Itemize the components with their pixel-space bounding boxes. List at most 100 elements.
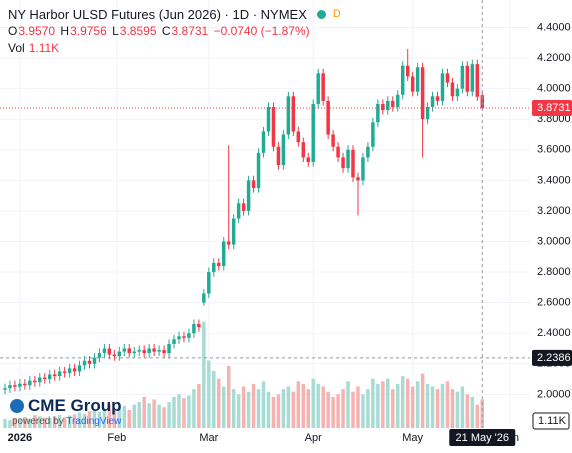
volume-bar	[341, 389, 345, 428]
low-value: 3.8595	[119, 24, 157, 38]
powered-by: powered by TradingView	[12, 416, 122, 427]
volume-bar	[301, 383, 306, 428]
candle-body	[187, 333, 191, 338]
volume-bar	[356, 386, 360, 428]
candle-body	[87, 360, 92, 364]
volume-bar	[336, 394, 340, 428]
x-tick-label: 2026	[8, 432, 32, 444]
volume-bar	[33, 415, 37, 428]
high-value: 3.9756	[70, 24, 107, 38]
candle-body	[405, 65, 410, 77]
y-tick-label: 3.2000	[537, 205, 571, 217]
candle-body	[202, 293, 206, 303]
last-price-box	[532, 100, 572, 117]
volume-bar	[420, 373, 425, 428]
candle-body	[77, 365, 82, 372]
y-tick-label: 4.4000	[537, 21, 571, 33]
volume-bar	[177, 394, 181, 428]
candle-body	[470, 64, 475, 92]
candle-body	[381, 103, 385, 111]
volume-bar	[241, 386, 246, 428]
candle-body	[57, 371, 62, 377]
candle-body	[336, 146, 340, 158]
volume-bar	[261, 381, 266, 428]
volume-bar	[52, 416, 57, 428]
candle-body	[137, 350, 141, 352]
candle-body	[266, 107, 271, 132]
candle-body	[331, 134, 335, 147]
volume-bar	[23, 417, 27, 428]
volume-bar	[187, 395, 191, 428]
candle-body	[117, 351, 122, 357]
volume-bar	[72, 414, 77, 428]
legend-header: NY Harbor ULSD Futures (Jun 2026) · 1D ·…	[8, 6, 341, 57]
candle-body	[3, 388, 7, 390]
volume-label: Vol	[8, 41, 25, 55]
powered-text: powered by	[12, 416, 64, 427]
volume-bar	[376, 383, 380, 428]
open-label: O	[8, 24, 18, 38]
volume-bar	[236, 394, 241, 428]
candle-body	[460, 65, 465, 89]
y-tick-label: 2.6000	[537, 297, 571, 309]
candle-body	[212, 262, 216, 273]
candle-body	[147, 348, 151, 354]
candle-body	[420, 67, 425, 120]
candle-body	[92, 357, 97, 364]
volume-bar	[102, 409, 107, 428]
status-dot	[316, 10, 326, 19]
volume-bar	[326, 391, 330, 428]
candle-body	[167, 343, 171, 354]
volume-bars	[3, 321, 485, 428]
volume-bar	[405, 378, 410, 428]
volume-bar	[47, 418, 52, 428]
candle-body	[142, 350, 146, 354]
candle-body	[246, 180, 251, 211]
crosshair-date-box	[449, 429, 516, 446]
candle-body	[52, 374, 57, 377]
volume-value-label: 1.11K	[538, 415, 567, 427]
candle-body	[455, 88, 460, 97]
volume-bar	[470, 396, 475, 428]
volume-bar	[430, 386, 435, 428]
logo-name-row: CME Group	[10, 396, 122, 416]
candle-body	[465, 65, 470, 92]
volume-bar	[122, 405, 127, 428]
close-value: 3.8731	[171, 24, 209, 38]
volume-bar	[455, 391, 460, 428]
candle-body	[107, 348, 112, 355]
volume-bar	[386, 378, 390, 428]
candle-body	[396, 94, 400, 107]
volume-bar	[251, 383, 256, 428]
candle-body	[296, 131, 301, 143]
candle-body	[386, 100, 390, 111]
candle-body	[316, 73, 320, 104]
candle-body	[480, 95, 485, 109]
volume-bar	[167, 402, 171, 428]
candle-body	[47, 374, 52, 380]
candle-body	[261, 131, 266, 153]
x-tick-label: Feb	[107, 432, 126, 444]
volume-bar	[445, 381, 450, 428]
crosshair-date-label: 21 May '26	[456, 432, 509, 444]
volume-bar	[321, 386, 325, 428]
volume-bar	[172, 396, 176, 428]
volume-bar	[391, 389, 395, 428]
candle-body	[157, 350, 161, 352]
x-tick-label: Mar	[199, 432, 218, 444]
candle-body	[430, 96, 435, 107]
candle-body	[356, 177, 360, 181]
volume-bar	[92, 409, 97, 428]
candle-body	[132, 351, 136, 354]
ohlc-row: O 3.9570 H 3.9756 L 3.8595 C 3.8731 −0.0740 …	[8, 23, 341, 40]
candle-body	[286, 96, 291, 135]
candle-body	[351, 149, 355, 178]
volume-bar	[346, 381, 350, 428]
candle-body	[376, 103, 380, 123]
y-tick-label: 2.0000	[537, 388, 571, 400]
volume-bar	[296, 381, 301, 428]
volume-bar	[57, 415, 62, 428]
candle-body	[410, 76, 415, 92]
volume-value: 1.11K	[28, 41, 60, 55]
